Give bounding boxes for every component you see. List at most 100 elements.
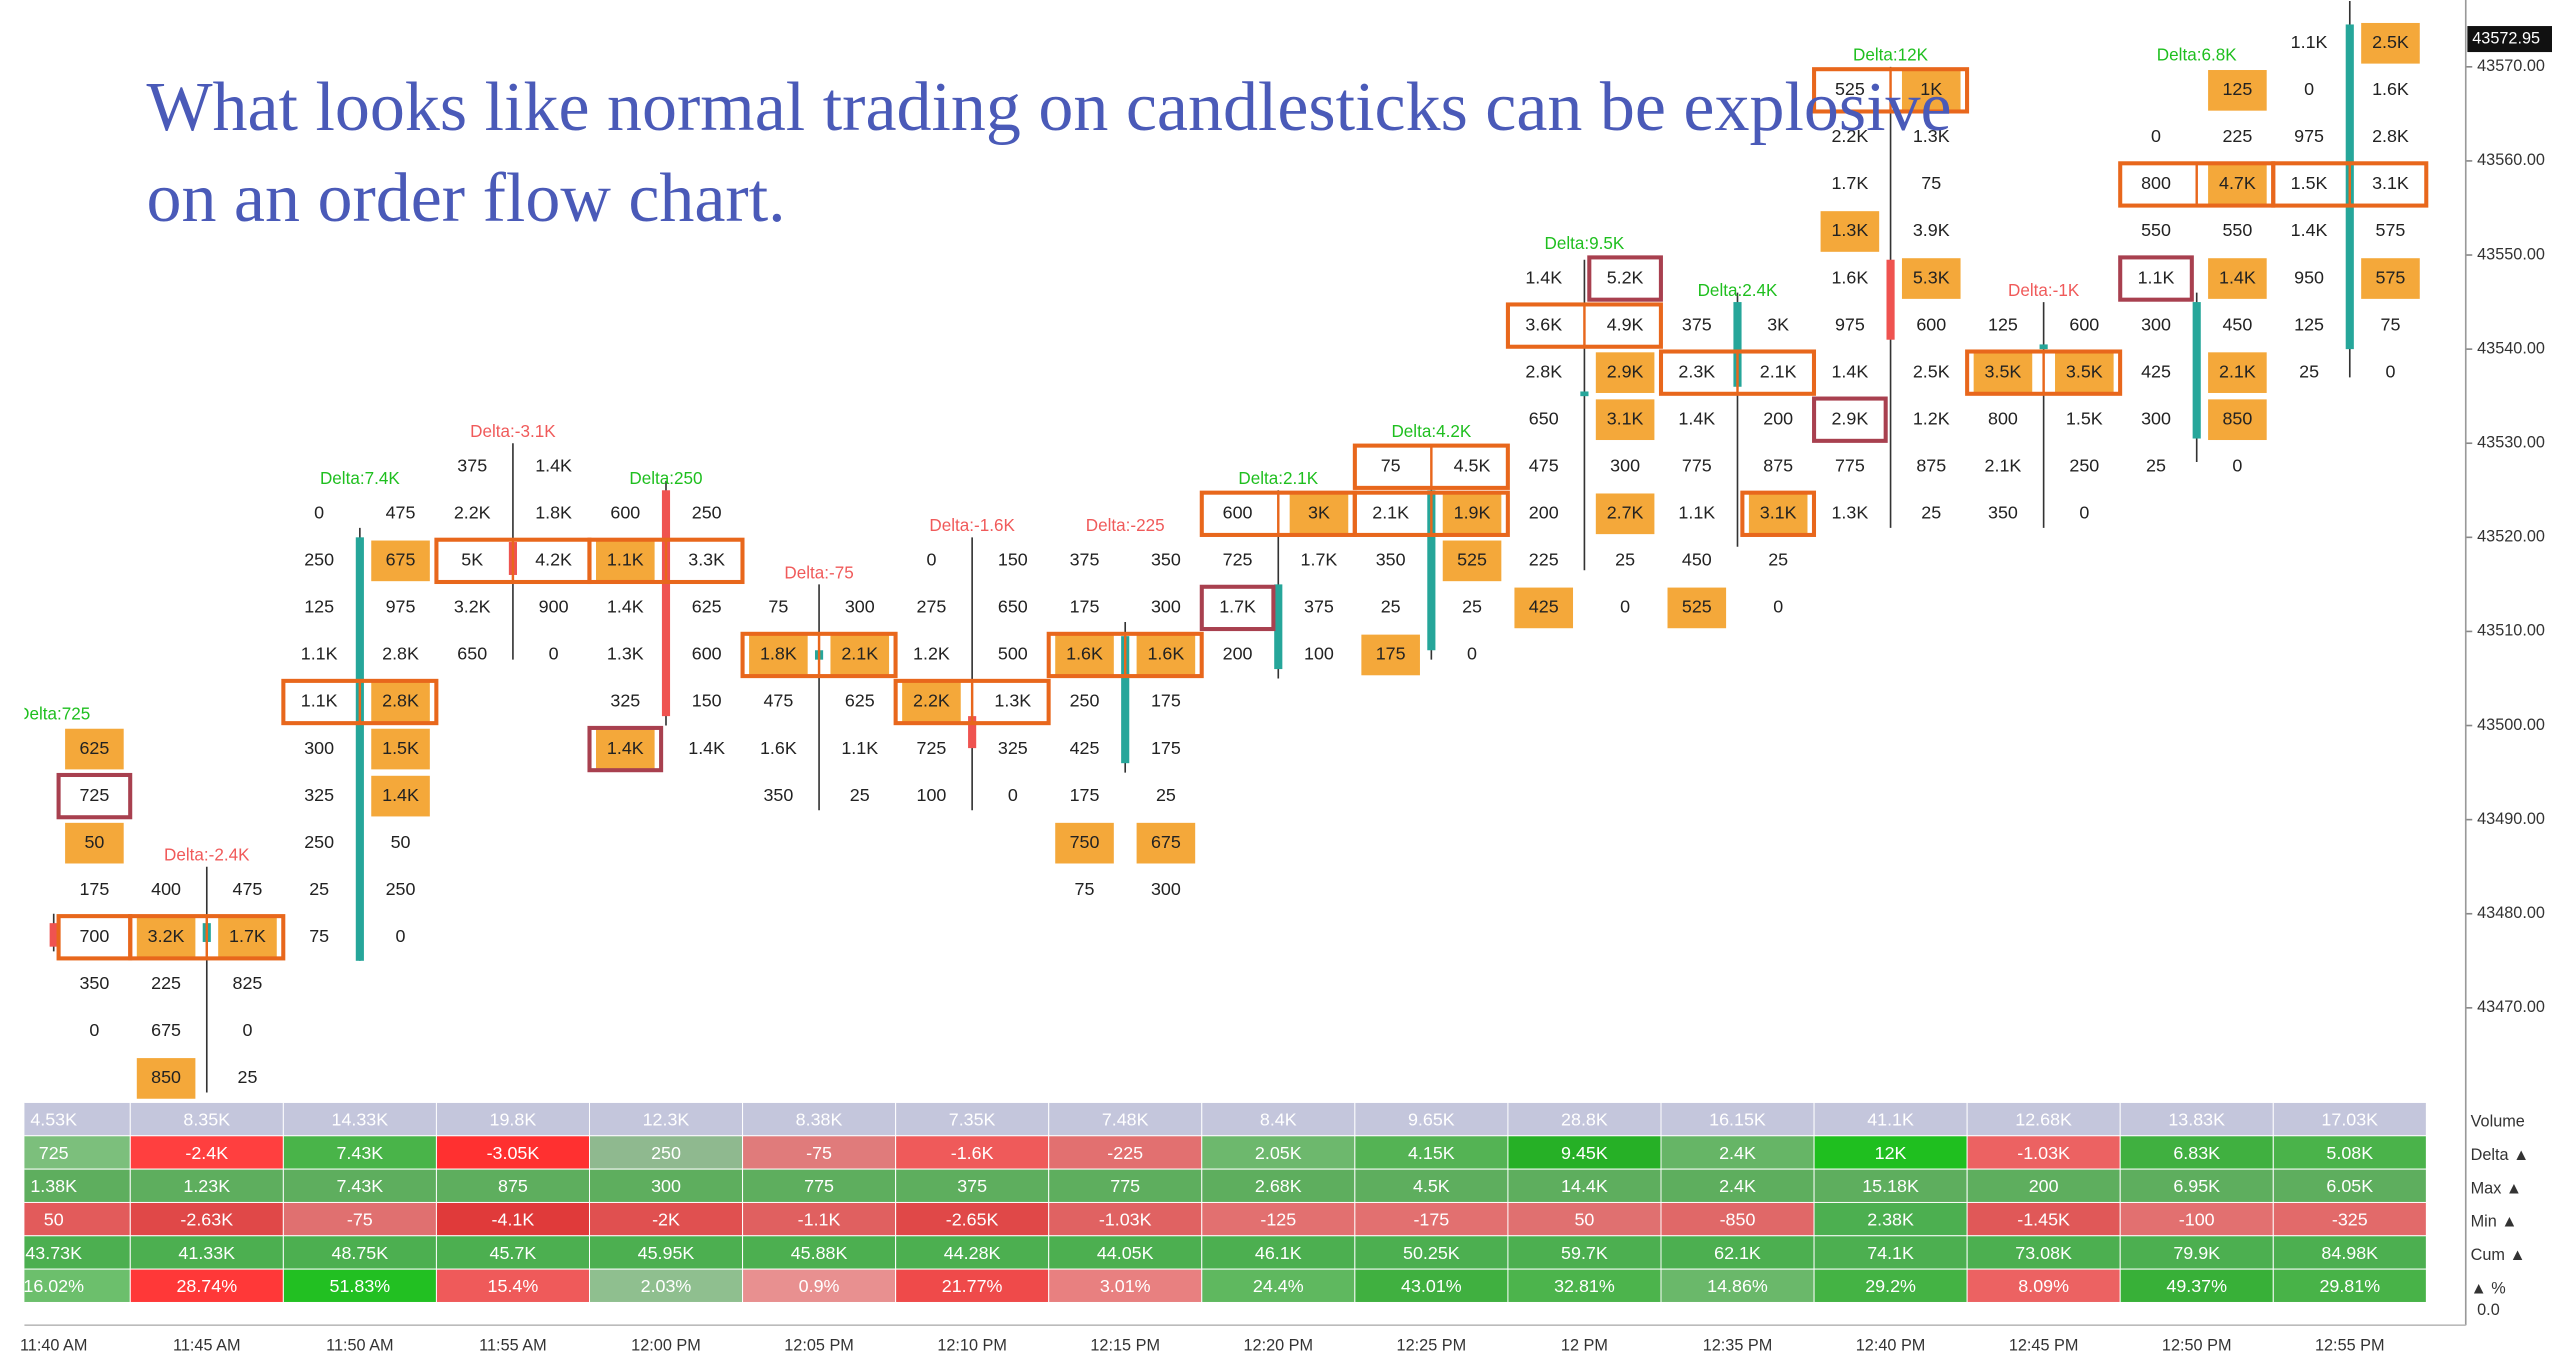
summary-value: 43.01% [1401, 1276, 1462, 1296]
summary-value: 9.65K [1408, 1109, 1455, 1129]
summary-value: 375 [957, 1176, 987, 1196]
bid-volume: 250 [1070, 691, 1100, 711]
summary-cell [1966, 1135, 2121, 1170]
summary-value: 12.68K [2015, 1109, 2072, 1129]
ask-volume: 5.2K [1607, 267, 1644, 287]
summary-cell [24, 1201, 131, 1237]
y-tick-label: 43520.00 [2477, 528, 2545, 546]
summary-value: -2.63K [180, 1209, 233, 1229]
ask-volume: 1.6K [1147, 644, 1184, 664]
bid-volume: 2.2K [1831, 126, 1868, 146]
bid-volume: 275 [917, 597, 947, 617]
ask-volume: 350 [1151, 550, 1181, 570]
y-tick-label: 43560.00 [2477, 151, 2545, 169]
y-tick-label: 43470.00 [2477, 998, 2545, 1016]
summary-cell [1201, 1135, 1356, 1170]
imbalance-fill [371, 775, 430, 817]
summary-cell [24, 1168, 131, 1203]
imbalance-fill [2361, 258, 2420, 299]
imbalance-fill [1595, 493, 1655, 535]
bid-volume: 175 [1376, 644, 1406, 664]
summary-value: 29.81% [2319, 1276, 2380, 1296]
bid-volume: 375 [1682, 314, 1712, 334]
summary-value: 7.48K [1102, 1109, 1149, 1129]
summary-cell [1048, 1135, 1203, 1170]
summary-cell [1201, 1268, 1356, 1303]
bid-volume: 400 [151, 879, 181, 899]
ask-volume: 3.5K [2066, 361, 2103, 381]
ask-volume: 0 [1620, 597, 1630, 617]
y-tick-label: 43570.00 [2477, 57, 2545, 75]
ask-volume: 300 [1610, 455, 1640, 475]
ask-volume: 25 [1921, 503, 1941, 523]
imbalance-box [1199, 584, 1276, 632]
ask-volume: 0 [549, 644, 559, 664]
ask-volume: 4.7K [2219, 173, 2256, 193]
imbalance-fill [65, 822, 124, 864]
summary-cell [1354, 1101, 1509, 1137]
summary-cell [129, 1135, 284, 1170]
summary-value: 3.01% [1100, 1276, 1151, 1296]
summary-cell [24, 1235, 131, 1270]
summary-cell [589, 1201, 744, 1237]
ask-volume: 175 [1151, 738, 1181, 758]
summary-cell [435, 1201, 590, 1237]
summary-value: 74.1K [1867, 1243, 1914, 1263]
summary-value: 28.8K [1561, 1109, 1608, 1129]
bid-volume: 250 [304, 550, 334, 570]
bid-volume: 1.6K [760, 738, 797, 758]
ask-volume: 3.3K [688, 550, 725, 570]
bid-volume: 650 [1529, 408, 1559, 428]
summary-cell [1660, 1268, 1815, 1303]
bid-volume: 975 [2294, 126, 2324, 146]
summary-cell [1048, 1235, 1203, 1270]
bid-volume: 550 [2141, 220, 2171, 240]
delta-label: Delta:-3.1K [470, 422, 556, 441]
delta-label: Delta:-1.6K [929, 516, 1015, 535]
summary-value: 0.9% [799, 1276, 840, 1296]
summary-value: -4.1K [492, 1209, 535, 1229]
ask-volume: 1.6K [2372, 79, 2409, 99]
summary-cell [24, 1268, 131, 1303]
imbalance-fill [2055, 352, 2114, 393]
candle-body [1580, 391, 1589, 397]
imbalance-fill [2208, 70, 2267, 111]
summary-value: 4.5K [1413, 1176, 1450, 1196]
summary-cell [1660, 1201, 1815, 1237]
summary-value: 50.25K [1403, 1243, 1460, 1263]
summary-value: 21.77% [942, 1276, 1003, 1296]
bid-volume: 1.5K [2291, 173, 2328, 193]
summary-value: -100 [2179, 1209, 2215, 1229]
imbalance-fill [1055, 822, 1114, 864]
summary-value: -1.6K [951, 1143, 994, 1163]
bid-volume: 450 [1682, 550, 1712, 570]
bid-volume: 1.6K [1831, 267, 1868, 287]
x-tick-label: 11:45 AM [173, 1337, 240, 1355]
bid-volume: 300 [2141, 314, 2171, 334]
bid-volume: 25 [1381, 597, 1401, 617]
title-line: What looks like normal trading on candle… [146, 69, 1951, 146]
summary-value: 19.8K [490, 1109, 537, 1129]
imbalance-box [1740, 490, 1817, 537]
summary-value: -175 [1413, 1209, 1449, 1229]
candle-body [2039, 344, 2048, 350]
x-tick-label: 12:00 PM [631, 1337, 701, 1355]
ask-volume: 25 [1768, 550, 1788, 570]
summary-cell [435, 1101, 590, 1137]
summary-cell [1507, 1168, 1662, 1203]
summary-row-label: Delta ▲ [2471, 1146, 2530, 1164]
summary-value: 200 [2029, 1176, 2059, 1196]
imbalance-fill [1973, 352, 2033, 393]
bid-volume: 775 [1682, 455, 1712, 475]
bid-volume: 75 [1075, 879, 1095, 899]
summary-value: -1.1K [798, 1209, 841, 1229]
ask-volume: 500 [998, 644, 1028, 664]
summary-value: 43.73K [25, 1243, 82, 1263]
summary-value: 775 [804, 1176, 834, 1196]
bid-volume: 225 [151, 973, 181, 993]
summary-cell [435, 1168, 590, 1203]
summary-value: 28.74% [176, 1276, 237, 1296]
ask-volume: 1.1K [841, 738, 878, 758]
summary-cell [1201, 1235, 1356, 1270]
